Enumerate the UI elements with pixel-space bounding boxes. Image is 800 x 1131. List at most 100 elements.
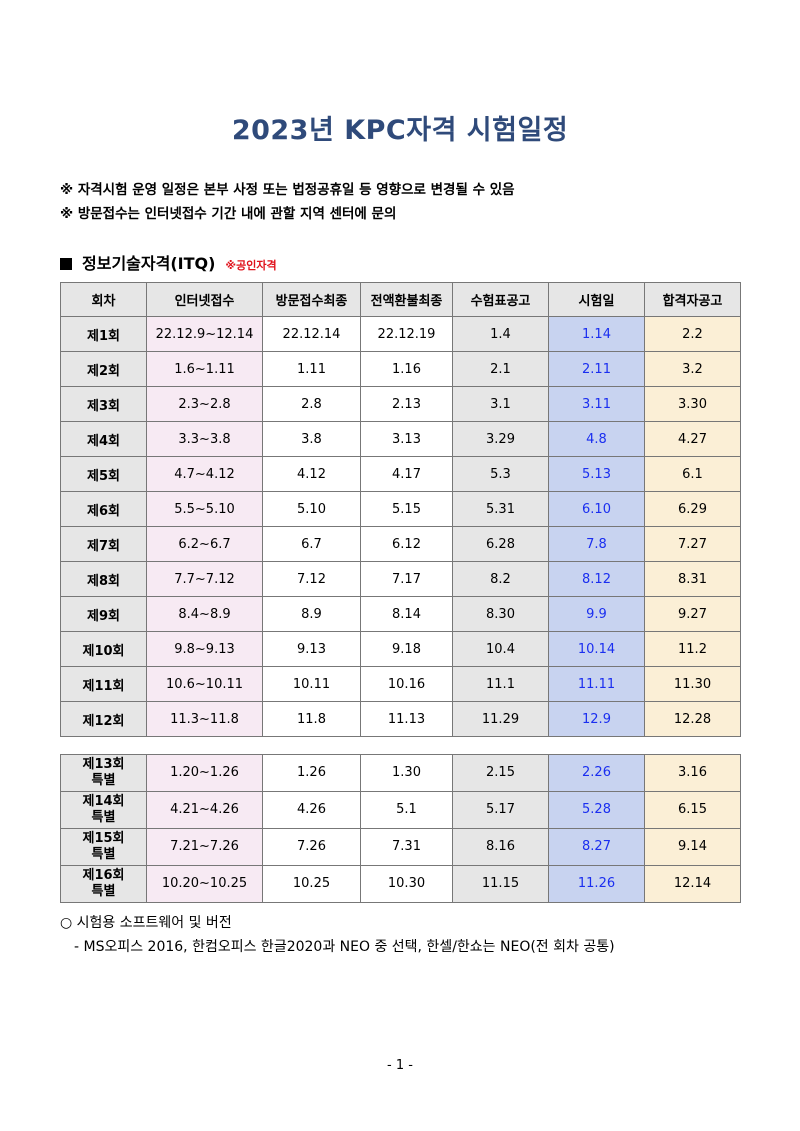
result-notice-cell: 6.1 [644,456,741,492]
visit-deadline-cell: 1.26 [262,754,361,792]
online-registration-cell: 6.2~6.7 [146,526,263,562]
table-row: 제1회 22.12.9~12.14 22.12.14 22.12.19 1.4 1.14 2… [60,316,741,352]
special-table-row: 제14회 특별 4.21~4.26 4.26 5.1 5.17 5.28 6.15 [60,791,741,829]
exam-date-cell: 5.13 [548,456,645,492]
result-notice-cell: 9.14 [644,828,741,866]
refund-deadline-cell: 22.12.19 [360,316,453,352]
ticket-notice-cell: 3.29 [452,421,549,457]
refund-deadline-cell: 8.14 [360,596,453,632]
round-cell: 제5회 [60,456,147,492]
visit-deadline-cell: 4.26 [262,791,361,829]
ticket-notice-cell: 11.15 [452,865,549,903]
table-row: 제12회 11.3~11.8 11.8 11.13 11.29 12.9 12.28 [60,701,741,737]
exam-date-cell: 8.12 [548,561,645,597]
result-notice-cell: 3.16 [644,754,741,792]
table-row: 제8회 7.7~7.12 7.12 7.17 8.2 8.12 8.31 [60,561,741,597]
table-row: 제2회 1.6~1.11 1.11 1.16 2.1 2.11 3.2 [60,351,741,387]
visit-deadline-cell: 2.8 [262,386,361,422]
table-body: 제1회 22.12.9~12.14 22.12.14 22.12.19 1.4 1.14 2… [60,316,741,737]
table-row: 제5회 4.7~4.12 4.12 4.17 5.3 5.13 6.1 [60,456,741,492]
round-special-label: 특별 [91,847,116,862]
special-schedule-table: 제13회 특별 1.20~1.26 1.26 1.30 2.15 2.26 3.16 제14회 특… [60,754,741,903]
column-header-online-registration: 인터넷접수 [146,282,263,317]
round-number: 제16회 [82,868,125,883]
result-notice-cell: 9.27 [644,596,741,632]
refund-deadline-cell: 1.30 [360,754,453,792]
software-detail: - MS오피스 2016, 한컴오피스 한글2020과 NEO 중 선택, 한셀… [74,939,615,955]
round-number: 제13회 [82,757,125,772]
exam-date-cell: 7.8 [548,526,645,562]
section-title: 정보기술자격(ITQ) [82,254,216,273]
notes: ※ 자격시험 운영 일정은 본부 사정 또는 법정공휴일 등 영향으로 변경될 … [60,180,515,228]
table-row: 제6회 5.5~5.10 5.10 5.15 5.31 6.10 6.29 [60,491,741,527]
ticket-notice-cell: 8.2 [452,561,549,597]
note-schedule-change: ※ 자격시험 운영 일정은 본부 사정 또는 법정공휴일 등 영향으로 변경될 … [60,182,515,198]
round-cell: 제14회 특별 [60,791,147,829]
online-registration-cell: 10.6~10.11 [146,666,263,702]
online-registration-cell: 4.7~4.12 [146,456,263,492]
round-special-label: 특별 [91,773,116,788]
visit-deadline-cell: 8.9 [262,596,361,632]
ticket-notice-cell: 6.28 [452,526,549,562]
exam-date-cell: 4.8 [548,421,645,457]
online-registration-cell: 4.21~4.26 [146,791,263,829]
visit-deadline-cell: 10.25 [262,865,361,903]
online-registration-cell: 8.4~8.9 [146,596,263,632]
refund-deadline-cell: 7.17 [360,561,453,597]
ticket-notice-cell: 3.1 [452,386,549,422]
online-registration-cell: 1.20~1.26 [146,754,263,792]
schedule-table: 회차 인터넷접수 방문접수최종 전액환불최종 수험표공고 시험일 합격자공고 제1회 22.1… [60,282,741,737]
exam-date-cell: 9.9 [548,596,645,632]
table-header-row: 회차 인터넷접수 방문접수최종 전액환불최종 수험표공고 시험일 합격자공고 [60,282,741,317]
online-registration-cell: 10.20~10.25 [146,865,263,903]
refund-deadline-cell: 9.18 [360,631,453,667]
exam-date-cell: 6.10 [548,491,645,527]
table-row: 제4회 3.3~3.8 3.8 3.13 3.29 4.8 4.27 [60,421,741,457]
ticket-notice-cell: 2.1 [452,351,549,387]
refund-deadline-cell: 10.16 [360,666,453,702]
ticket-notice-cell: 5.17 [452,791,549,829]
column-header-visit-deadline: 방문접수최종 [262,282,361,317]
round-cell: 제8회 [60,561,147,597]
ticket-notice-cell: 11.29 [452,701,549,737]
note-visit-registration: ※ 방문접수는 인터넷접수 기간 내에 관할 지역 센터에 문의 [60,206,397,222]
visit-deadline-cell: 7.26 [262,828,361,866]
refund-deadline-cell: 3.13 [360,421,453,457]
round-cell: 제15회 특별 [60,828,147,866]
online-registration-cell: 7.7~7.12 [146,561,263,597]
exam-date-cell: 11.11 [548,666,645,702]
result-notice-cell: 12.14 [644,865,741,903]
ticket-notice-cell: 2.15 [452,754,549,792]
ticket-notice-cell: 1.4 [452,316,549,352]
round-number: 제14회 [82,794,125,809]
ticket-notice-cell: 5.3 [452,456,549,492]
column-header-refund-deadline: 전액환불최종 [360,282,453,317]
result-notice-cell: 8.31 [644,561,741,597]
column-header-round: 회차 [60,282,147,317]
refund-deadline-cell: 2.13 [360,386,453,422]
page-number: - 1 - [387,1058,413,1073]
exam-date-cell: 5.28 [548,791,645,829]
refund-deadline-cell: 11.13 [360,701,453,737]
exam-date-cell: 2.11 [548,351,645,387]
table-row: 제10회 9.8~9.13 9.13 9.18 10.4 10.14 11.2 [60,631,741,667]
result-notice-cell: 7.27 [644,526,741,562]
special-table-row: 제15회 특별 7.21~7.26 7.26 7.31 8.16 8.27 9.14 [60,828,741,866]
column-header-result-notice: 합격자공고 [644,282,741,317]
exam-date-cell: 1.14 [548,316,645,352]
column-header-ticket-notice: 수험표공고 [452,282,549,317]
column-header-exam-date: 시험일 [548,282,645,317]
online-registration-cell: 11.3~11.8 [146,701,263,737]
round-special-label: 특별 [91,810,116,825]
ticket-notice-cell: 5.31 [452,491,549,527]
online-registration-cell: 3.3~3.8 [146,421,263,457]
ticket-notice-cell: 11.1 [452,666,549,702]
result-notice-cell: 6.29 [644,491,741,527]
refund-deadline-cell: 1.16 [360,351,453,387]
round-number: 제15회 [82,831,125,846]
exam-date-cell: 11.26 [548,865,645,903]
software-info: ○ 시험용 소프트웨어 및 버전 - MS오피스 2016, 한컴오피스 한글2… [60,912,615,960]
exam-date-cell: 8.27 [548,828,645,866]
result-notice-cell: 11.30 [644,666,741,702]
online-registration-cell: 22.12.9~12.14 [146,316,263,352]
